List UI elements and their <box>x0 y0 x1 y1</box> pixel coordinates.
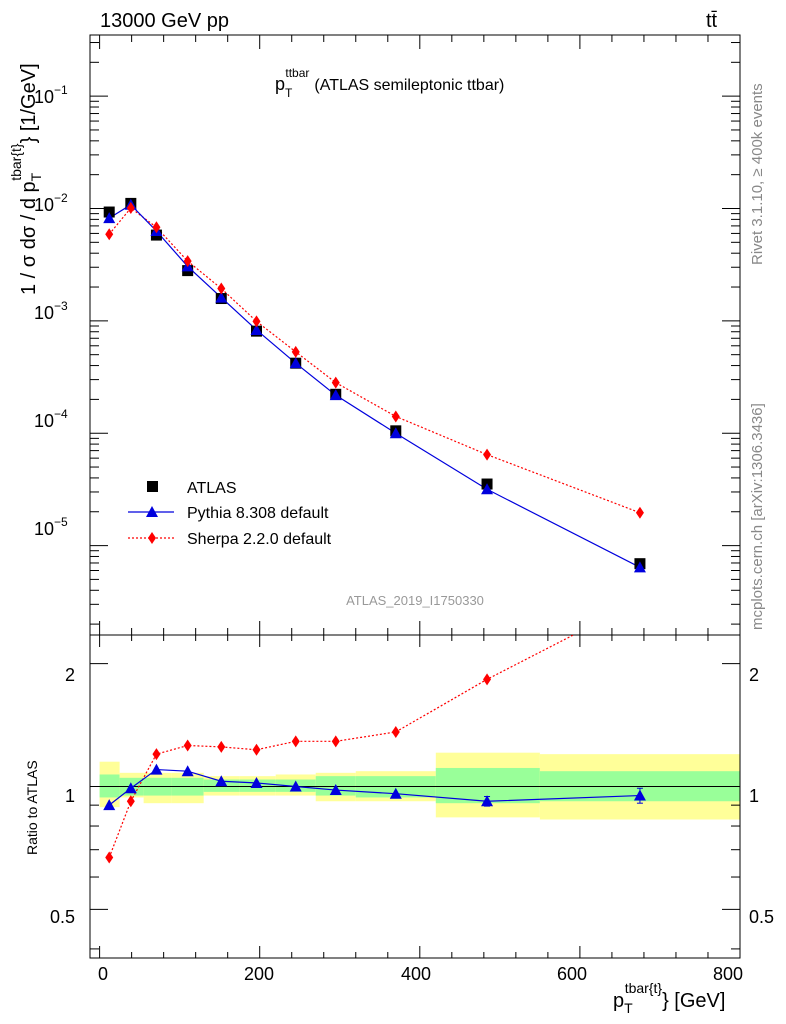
pythia-ratio-point <box>124 782 137 794</box>
sherpa-line <box>108 207 641 514</box>
ratio-y-tick-label: 0.5 <box>50 907 75 927</box>
sherpa-ratio-point <box>291 735 300 748</box>
pythia-point <box>215 291 228 303</box>
x-axis-label: pTtbar{t}} [GeV] <box>613 980 725 1016</box>
main-series <box>103 197 646 573</box>
sherpa-ratio-point <box>252 743 261 756</box>
rivet-label: Rivet 3.1.10, ≥ 400k events <box>749 83 766 265</box>
sherpa-ratio-point <box>152 748 161 761</box>
ratio-y-tick-label: 2 <box>65 665 75 685</box>
pythia-point <box>481 483 494 495</box>
sherpa-point <box>391 410 400 423</box>
legend-sherpa-label: Sherpa 2.2.0 default <box>187 531 332 548</box>
legend-atlas-marker <box>147 481 158 492</box>
ratio-y-axis-label: Ratio to ATLAS <box>24 760 40 855</box>
band-inner <box>99 774 120 798</box>
mcplots-label: mcplots.cern.ch [arXiv:1306.3436] <box>749 403 766 630</box>
analysis-id: ATLAS_2019_I1750330 <box>346 593 484 608</box>
y-tick-label: 10−1 <box>34 83 68 107</box>
y-tick-label: 10−3 <box>34 299 68 323</box>
sherpa-point <box>291 345 300 358</box>
energy-label: 13000 GeV pp <box>100 10 229 32</box>
sherpa-ratio-point <box>331 735 340 748</box>
pythia-ratio-point <box>181 765 194 777</box>
pythia-ratio-point <box>215 775 228 787</box>
sherpa-point <box>252 315 261 328</box>
sherpa-point <box>126 202 135 215</box>
x-tick-label: 600 <box>557 964 587 984</box>
pythia-ratio-point <box>389 787 402 799</box>
x-tick-label: 200 <box>244 964 274 984</box>
legend: ATLAS Pythia 8.308 default Sherpa 2.2.0 … <box>128 480 332 548</box>
ratio-series-clipped <box>103 595 646 864</box>
sherpa-ratio-point <box>126 795 135 808</box>
ratio-y-tick-label-right: 2 <box>749 665 759 685</box>
pythia-point <box>250 323 263 335</box>
axis-ticks <box>90 35 741 958</box>
ratio-series <box>103 595 646 864</box>
y-tick-label: 10−4 <box>34 407 68 431</box>
x-tick-label: 800 <box>713 964 743 984</box>
atlas-point <box>103 206 115 218</box>
sherpa-ratio-point <box>636 595 644 607</box>
ratio-uncertainty-bands <box>90 752 740 820</box>
sherpa-point <box>152 221 161 234</box>
sherpa-point <box>483 448 492 461</box>
svg-text:1 / σ dσ / d pTtbar{t}} [1/GeV: 1 / σ dσ / d pTtbar{t}} [1/GeV] <box>8 63 44 295</box>
y-tick-label: 10−2 <box>34 191 68 215</box>
pythia-point <box>329 389 342 401</box>
ratio-plot-frame <box>89 634 741 959</box>
sherpa-ratio-point <box>105 851 114 864</box>
pythia-ratio-point <box>103 799 116 811</box>
ratio-y-tick-label-right: 1 <box>749 786 759 806</box>
pythia-point <box>289 357 302 369</box>
legend-sherpa-marker <box>148 532 156 544</box>
pythia-point <box>103 212 116 224</box>
sherpa-ratio-point <box>183 739 192 752</box>
sherpa-ratio-point <box>391 725 400 738</box>
ratio-y-tick-label-right: 0.5 <box>749 907 774 927</box>
sherpa-ratio-point <box>217 740 226 753</box>
sherpa-point <box>331 376 340 389</box>
pythia-point <box>389 427 402 439</box>
legend-atlas-label: ATLAS <box>187 480 237 497</box>
y-tick-label: 10−5 <box>34 515 68 539</box>
main-y-tick-labels: 10−1 10−2 10−3 10−4 10−5 <box>34 83 68 539</box>
sherpa-point <box>635 506 644 519</box>
sherpa-point <box>183 255 192 268</box>
plot-title: pTttbar(ATLAS semileptonic ttbar) <box>275 66 504 100</box>
pythia-ratio-point <box>250 776 263 788</box>
main-y-axis-label: 1 / σ dσ / d pTtbar{t}} [1/GeV] <box>8 63 44 295</box>
sherpa-ratio-point <box>483 673 492 686</box>
x-tick-label: 400 <box>401 964 431 984</box>
pythia-ratio-point <box>289 780 302 792</box>
legend-pythia-label: Pythia 8.308 default <box>187 505 329 522</box>
legend-pythia-marker <box>146 506 158 517</box>
pythia-ratio-point <box>150 763 163 775</box>
x-tick-label: 0 <box>98 964 108 984</box>
pythia-ratio-point <box>633 789 646 801</box>
pythia-ratio-point <box>329 784 342 796</box>
pythia-ratio-point <box>481 795 494 807</box>
pythia-point <box>633 561 646 573</box>
ratio-y-tick-label: 1 <box>65 786 75 806</box>
sherpa-point <box>217 282 226 295</box>
sherpa-point <box>105 228 114 241</box>
process-label: tt̄ <box>706 10 718 32</box>
